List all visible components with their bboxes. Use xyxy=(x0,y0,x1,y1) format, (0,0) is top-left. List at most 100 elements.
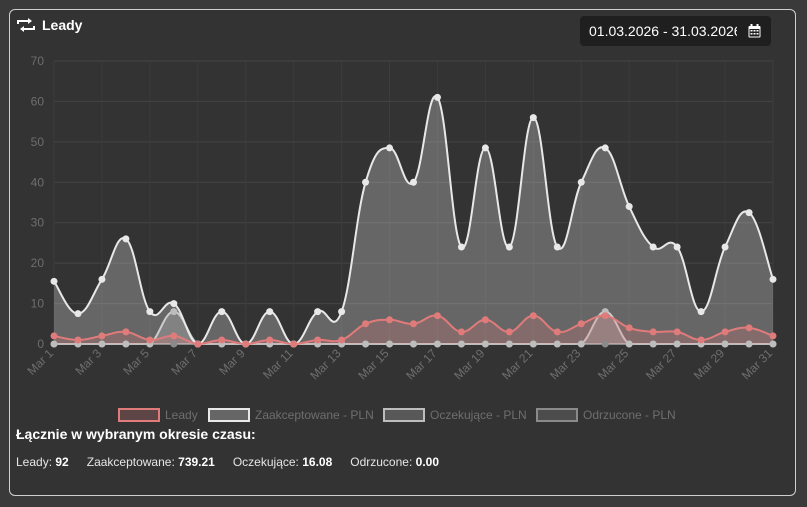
series-1-point xyxy=(433,93,441,101)
series-1-point xyxy=(314,308,322,316)
leads-chart: 0 10 20 30 40 50 60 70 Mar 1 Mar 3 Mar 5 Mar 7 Mar 9… xyxy=(25,54,777,422)
series-2-point xyxy=(673,340,681,348)
series-1-point xyxy=(457,243,465,251)
series-2-point xyxy=(50,340,58,348)
series-1-point xyxy=(745,209,753,217)
summary-row: Leady: 92 Zaakceptowane: 739.21 Oczekują… xyxy=(16,455,439,469)
x-tick-label: Mar 15 xyxy=(355,346,392,383)
series-1-point xyxy=(146,308,154,316)
legend-swatch xyxy=(383,408,425,422)
x-tick-label: Mar 21 xyxy=(499,346,536,383)
series-0-point xyxy=(314,336,322,344)
date-range-picker[interactable]: 01.03.2026 - 31.03.2026 xyxy=(580,16,771,46)
y-tick-label: 30 xyxy=(31,216,45,230)
series-0-point xyxy=(218,336,226,344)
series-0-point xyxy=(386,316,394,324)
x-tick-label: Mar 31 xyxy=(739,346,776,383)
x-tick-label: Mar 27 xyxy=(643,346,680,383)
series-0-point xyxy=(362,320,370,328)
series-2-point xyxy=(386,340,394,348)
series-0-point xyxy=(697,336,705,344)
series-0-point xyxy=(146,336,154,344)
legend-swatch xyxy=(208,408,250,422)
series-2-point xyxy=(721,340,729,348)
series-1-point xyxy=(721,243,729,251)
series-0-point xyxy=(553,328,561,336)
series-1-area xyxy=(54,96,773,344)
summary-item-leady: Leady: 92 xyxy=(16,455,69,469)
series-1-point xyxy=(410,178,417,186)
x-tick-label: Mar 25 xyxy=(595,346,632,383)
series-2-point xyxy=(98,340,106,348)
series-0-point xyxy=(74,336,82,344)
legend-label: Zaakceptowane - PLN xyxy=(255,408,374,422)
series-2-point xyxy=(577,340,585,348)
series-2-point xyxy=(362,340,370,348)
calendar-icon[interactable] xyxy=(748,24,761,38)
x-tick-label: Mar 5 xyxy=(120,346,152,378)
series-1-point xyxy=(673,243,681,251)
y-tick-label: 40 xyxy=(31,175,45,189)
series-0-point xyxy=(625,324,633,332)
series-1-point xyxy=(769,275,777,283)
series-0-point xyxy=(601,312,609,320)
series-0-point xyxy=(481,316,489,324)
series-2-point xyxy=(410,340,417,348)
series-2-point xyxy=(481,340,489,348)
series-1-point xyxy=(505,243,513,251)
series-2-point xyxy=(505,340,513,348)
series-1-point xyxy=(338,308,346,316)
series-0-point xyxy=(266,336,274,344)
series-3-point xyxy=(170,340,178,348)
summary-title: Łącznie w wybranym okresie czasu: xyxy=(16,426,256,442)
series-1-point xyxy=(98,275,106,283)
repeat-icon xyxy=(17,18,35,32)
x-tick-label: Mar 9 xyxy=(216,346,248,378)
legend-swatch xyxy=(536,408,578,422)
x-tick-label: Mar 17 xyxy=(403,346,440,383)
series-1-point xyxy=(697,308,705,316)
y-tick-label: 0 xyxy=(37,337,44,351)
series-1-point xyxy=(362,178,370,186)
summary-item-oczekujace: Oczekujące: 16.08 xyxy=(232,455,333,469)
series-1-point xyxy=(625,203,633,211)
series-0-point xyxy=(290,340,298,348)
leads-panel xyxy=(9,9,796,496)
series-0-point xyxy=(649,328,657,336)
y-tick-label: 70 xyxy=(31,54,45,68)
series-0-point xyxy=(745,324,753,332)
series-0-point xyxy=(50,332,58,340)
x-tick-label: Mar 23 xyxy=(547,346,584,383)
legend-label: Oczekujące - PLN xyxy=(430,408,527,422)
x-tick-label: Mar 7 xyxy=(168,346,200,378)
x-tick-label: Mar 29 xyxy=(691,346,728,383)
series-2-area xyxy=(54,311,773,344)
summary-item-zaakceptowane: Zaakceptowane: 739.21 xyxy=(86,455,215,469)
series-1-point xyxy=(577,178,585,186)
date-range-value: 01.03.2026 - 31.03.2026 xyxy=(589,23,737,39)
series-1-point xyxy=(553,243,561,251)
legend-label: Leady xyxy=(165,408,198,422)
series-0-point xyxy=(122,328,130,336)
series-2-point xyxy=(769,340,777,348)
y-tick-label: 50 xyxy=(31,135,45,149)
series-2-point xyxy=(122,340,130,348)
series-0-point xyxy=(577,320,585,328)
series-1-point xyxy=(386,144,394,152)
x-tick-label: Mar 1 xyxy=(25,346,57,378)
panel-title: Leady xyxy=(42,17,83,33)
x-tick-label: Mar 3 xyxy=(72,346,104,378)
x-tick-label: Mar 11 xyxy=(260,346,296,382)
series-1-point xyxy=(601,144,609,152)
series-1-point xyxy=(50,277,58,285)
series-0-point xyxy=(194,340,202,348)
series-1-point xyxy=(122,235,130,243)
series-0-point xyxy=(242,340,250,348)
series-1-point xyxy=(218,308,226,316)
series-0-point xyxy=(170,332,178,340)
x-tick-label: Mar 13 xyxy=(307,346,344,383)
series-1-point xyxy=(170,300,178,308)
y-tick-label: 20 xyxy=(31,256,45,270)
panel-header: Leady xyxy=(16,17,82,33)
series-1-point xyxy=(481,144,489,152)
